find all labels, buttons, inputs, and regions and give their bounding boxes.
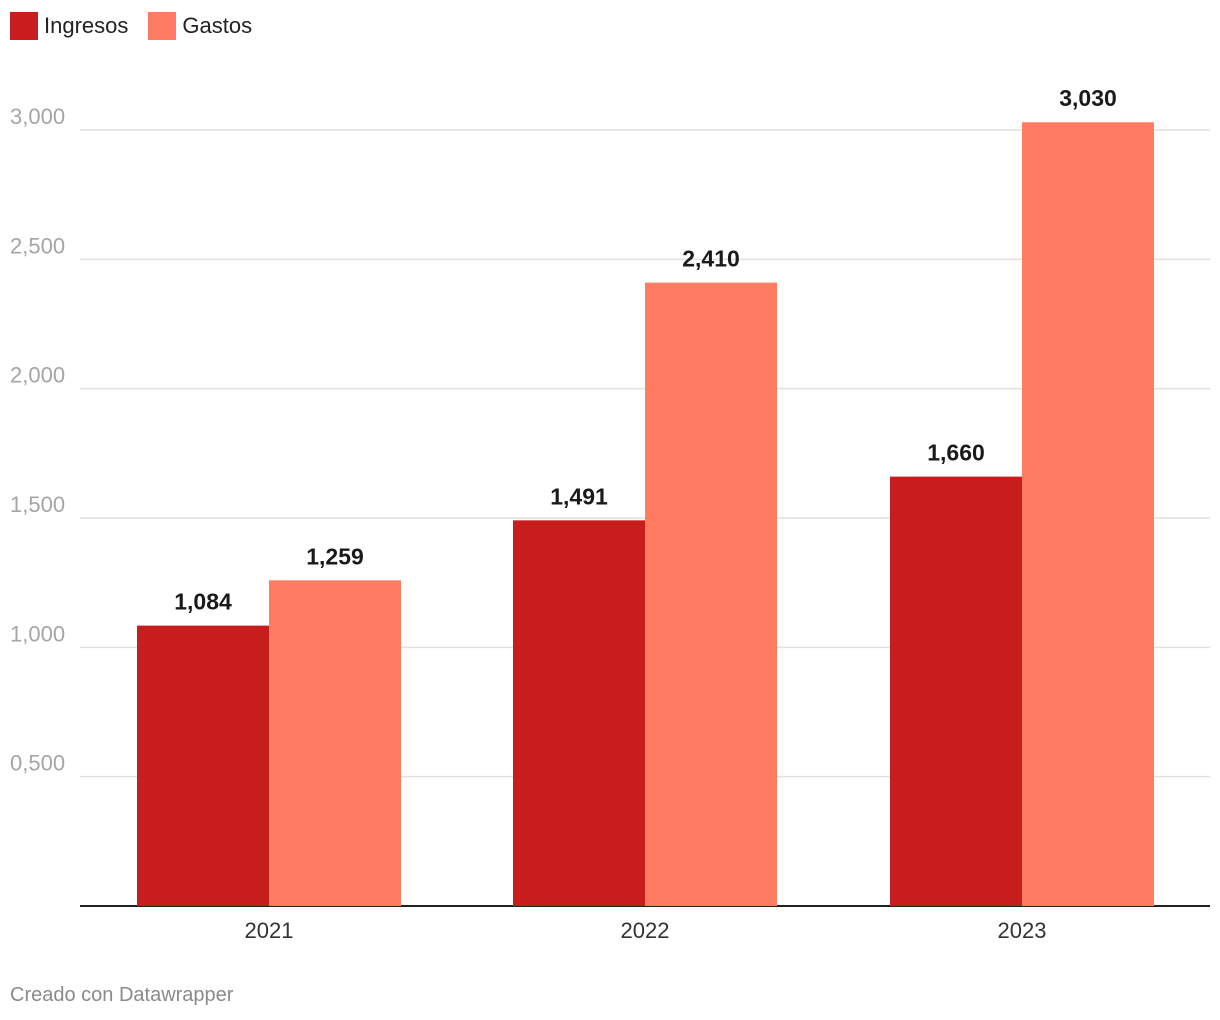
bar-ingresos-2022	[513, 520, 645, 906]
credit-footer: Creado con Datawrapper	[10, 984, 234, 1006]
legend-swatch-gastos	[148, 12, 177, 40]
legend: Ingresos Gastos	[10, 12, 272, 40]
bar-chart: 0,500 1,000 1,500 2,000 2,500 3,000 1,084 1,25…	[10, 85, 1210, 943]
bar-ingresos-2023	[890, 476, 1022, 906]
bar-gastos-2023	[1022, 122, 1154, 907]
legend-label-gastos: Gastos	[182, 13, 253, 38]
x-tick-label-2022: 2022	[621, 918, 670, 943]
legend-item-gastos: Gastos	[148, 12, 252, 40]
y-tick-label: 1,000	[10, 621, 65, 646]
value-label-ingresos-2021: 1,084	[174, 589, 232, 615]
y-tick-label: 2,500	[10, 233, 65, 258]
label-layer: 1,084 1,259 2021 1,491 2,410 2022 1,660 3,030 20…	[174, 85, 1117, 943]
legend-label-ingresos: Ingresos	[44, 13, 129, 38]
bar-ingresos-2021	[137, 625, 269, 906]
y-tick-label: 3,000	[10, 104, 65, 129]
bar-layer	[137, 122, 1154, 907]
value-label-gastos-2023: 3,030	[1059, 85, 1117, 111]
y-tick-label: 0,500	[10, 751, 65, 776]
y-tick-label: 2,000	[10, 363, 65, 388]
x-tick-label-2021: 2021	[245, 918, 294, 943]
value-label-gastos-2021: 1,259	[306, 543, 364, 569]
legend-item-ingresos: Ingresos	[10, 12, 128, 40]
value-label-ingresos-2022: 1,491	[550, 483, 608, 509]
value-label-gastos-2022: 2,410	[682, 246, 740, 272]
bar-gastos-2021	[269, 580, 401, 906]
y-tick-label: 1,500	[10, 492, 65, 517]
legend-swatch-ingresos	[10, 12, 38, 40]
value-label-ingresos-2023: 1,660	[927, 440, 985, 466]
bar-gastos-2022	[645, 282, 777, 906]
x-tick-label-2023: 2023	[998, 918, 1047, 943]
